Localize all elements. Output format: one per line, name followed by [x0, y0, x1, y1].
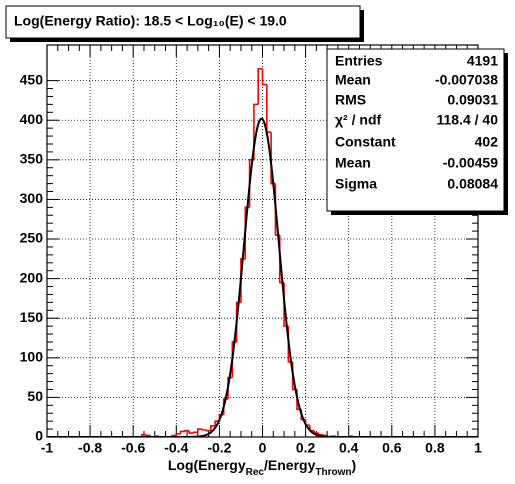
- y-tick-label: 350: [20, 151, 44, 167]
- x-label-part: /Energy: [264, 457, 316, 473]
- y-tick-label: 450: [20, 71, 44, 87]
- x-tick-label: 0.4: [339, 440, 359, 456]
- x-tick-label: 0.8: [425, 440, 445, 456]
- histogram-bin: [322, 434, 328, 437]
- x-tick-label: 0.2: [296, 440, 316, 456]
- histogram-bin: [149, 435, 155, 437]
- histogram-bin: [192, 431, 198, 434]
- x-tick-label: -0.4: [164, 440, 188, 456]
- stats-label: Mean: [335, 155, 371, 171]
- histogram-bin: [201, 429, 207, 431]
- y-tick-label: 200: [20, 269, 44, 285]
- histogram-bin: [197, 428, 203, 433]
- stats-label: Entries: [335, 53, 383, 69]
- stats-value: 0.09031: [447, 92, 498, 108]
- histogram-bin: [184, 429, 190, 432]
- plot-border: [46, 44, 479, 438]
- histogram-bin: [175, 433, 181, 436]
- stats-value: -0.00459: [443, 155, 498, 171]
- chart-title: Log(Energy Ratio): 18.5 < Log₁₀(E) < 19.…: [14, 13, 287, 29]
- stats-value: 4191: [467, 53, 498, 69]
- stats-box: [326, 48, 505, 212]
- x-label-part: ): [351, 457, 356, 473]
- fit-curve: [47, 117, 478, 437]
- x-tick-label: -0.2: [207, 440, 231, 456]
- stats-label: Constant: [335, 134, 396, 150]
- stats-label: RMS: [335, 92, 366, 108]
- histogram-bin: [205, 429, 211, 432]
- x-label-sub: Rec: [246, 467, 265, 478]
- y-tick-label: 250: [20, 230, 44, 246]
- histogram-bin: [261, 68, 267, 86]
- y-tick-label: 100: [20, 349, 44, 365]
- y-tick-label: 0: [35, 428, 43, 444]
- x-tick-label: 1: [474, 440, 482, 456]
- stats-value: -0.007038: [435, 72, 498, 88]
- title-box: [5, 5, 361, 39]
- stats-value: 118.4 / 40: [436, 112, 498, 128]
- x-tick-label: -0.6: [121, 440, 145, 456]
- stats-label: Sigma: [335, 176, 377, 192]
- x-label-part: Log(Energy: [168, 457, 246, 473]
- x-tick-label: -0.8: [78, 440, 102, 456]
- stats-label: χ² / ndf: [335, 112, 381, 128]
- histogram-bin: [209, 425, 216, 431]
- histogram-bin: [188, 430, 194, 434]
- y-tick-label: 400: [20, 111, 44, 127]
- stats-value: 402: [475, 134, 499, 150]
- stats-label: Mean: [335, 72, 371, 88]
- y-tick-label: 50: [27, 388, 43, 404]
- histogram-bin: [145, 434, 151, 437]
- x-tick-label: -1: [41, 440, 54, 456]
- x-tick-label: 0.6: [382, 440, 402, 456]
- x-axis-label: Log(EnergyRec/EnergyThrown): [168, 457, 356, 478]
- stats-value: 0.08084: [447, 176, 498, 192]
- y-tick-label: 150: [20, 309, 44, 325]
- x-label-sub: Thrown: [315, 467, 351, 478]
- histogram-bin: [257, 67, 263, 105]
- x-tick-label: 0: [259, 440, 267, 456]
- histogram-bin: [179, 430, 185, 434]
- y-tick-label: 300: [20, 190, 44, 206]
